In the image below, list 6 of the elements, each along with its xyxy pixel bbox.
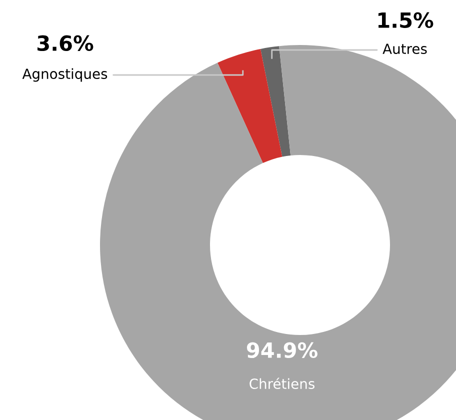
data-label: 94.9% [246,342,318,358]
slice-label: Chrétiens [250,378,314,390]
data-label: 1.5% [378,12,434,28]
slice-label: Agnostiques [22,68,108,82]
slice-label: Autres [382,44,427,54]
data-label: 3.6% [38,35,94,52]
